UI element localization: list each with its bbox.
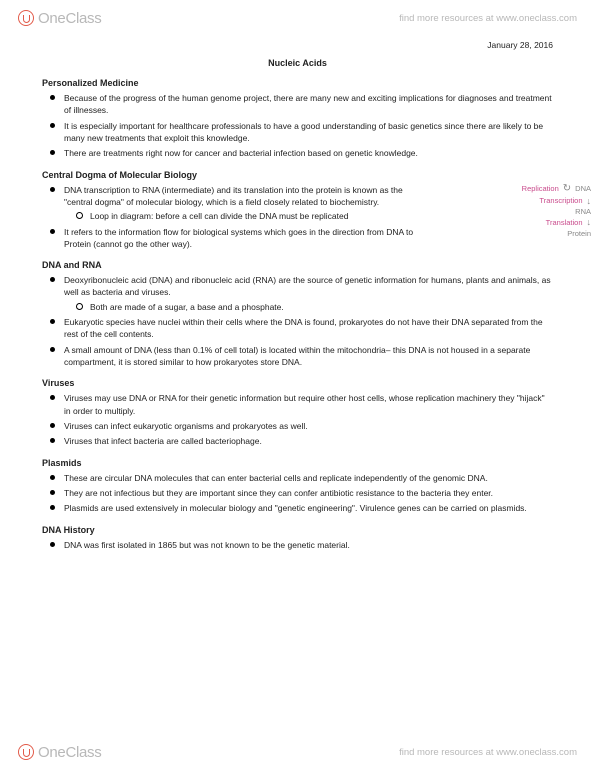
diagram-label-translation: Translation [546,218,583,227]
list-item: Eukaryotic species have nuclei within th… [64,316,553,341]
brand-name-footer: OneClass [38,744,101,761]
arrow-down-icon: ↓ [587,196,592,207]
bullet-list: DNA was first isolated in 1865 but was n… [42,539,553,551]
list-item: Viruses that infect bacteria are called … [64,435,553,447]
brand-logo: OneClass [18,10,101,27]
central-dogma-block: DNA transcription to RNA (intermediate) … [42,184,553,251]
brand-logo-footer: OneClass [18,744,101,761]
list-item: They are not infectious but they are imp… [64,487,553,499]
diagram-node-dna: DNA [575,184,591,193]
list-item: These are circular DNA molecules that ca… [64,472,553,484]
document-body: January 28, 2016 Nucleic Acids Personali… [42,40,553,730]
list-item: Viruses can infect eukaryotic organisms … [64,420,553,432]
loop-icon: ↻ [563,183,571,195]
list-item: Viruses may use DNA or RNA for their gen… [64,392,553,417]
bullet-list: Viruses may use DNA or RNA for their gen… [42,392,553,447]
logo-icon [18,10,34,26]
list-item: Deoxyribonucleic acid (DNA) and ribonucl… [64,274,553,313]
section-heading: DNA and RNA [42,260,553,270]
brand-name: OneClass [38,10,101,27]
section-heading: DNA History [42,525,553,535]
sub-list-item: Both are made of a sugar, a base and a p… [90,301,553,313]
list-item: DNA transcription to RNA (intermediate) … [64,184,432,223]
sub-list: Both are made of a sugar, a base and a p… [64,301,553,313]
section-heading: Plasmids [42,458,553,468]
section-heading: Personalized Medicine [42,78,553,88]
list-item: Because of the progress of the human gen… [64,92,553,117]
bullet-list: These are circular DNA molecules that ca… [42,472,553,515]
list-item: There are treatments right now for cance… [64,147,553,159]
sub-list-item: Loop in diagram: before a cell can divid… [90,210,432,222]
section-heading: Central Dogma of Molecular Biology [42,170,553,180]
sub-list: Loop in diagram: before a cell can divid… [64,210,432,222]
document-date: January 28, 2016 [42,40,553,50]
page-footer: OneClass find more resources at www.onec… [0,738,595,766]
list-item: It is especially important for healthcar… [64,120,553,145]
footer-tagline: find more resources at www.oneclass.com [399,747,577,758]
bullet-list: Deoxyribonucleic acid (DNA) and ribonucl… [42,274,553,368]
arrow-down-icon: ↓ [587,217,592,228]
list-item: It refers to the information flow for bi… [64,226,432,251]
diagram-label-transcription: Transcription [539,196,582,205]
logo-icon [18,744,34,760]
list-item: DNA was first isolated in 1865 but was n… [64,539,553,551]
section-heading: Viruses [42,378,553,388]
list-item: Plasmids are used extensively in molecul… [64,502,553,514]
diagram-label-replication: Replication [522,184,559,193]
document-title: Nucleic Acids [42,58,553,68]
bullet-list: DNA transcription to RNA (intermediate) … [42,184,432,251]
list-item: A small amount of DNA (less than 0.1% of… [64,344,553,369]
diagram-node-rna: RNA [575,207,591,216]
bullet-list: Because of the progress of the human gen… [42,92,553,160]
header-tagline: find more resources at www.oneclass.com [399,13,577,24]
central-dogma-diagram: Replication ↻ DNA Transcription ↓RNA Translat… [491,182,591,240]
diagram-node-protein: Protein [567,229,591,238]
page-header: OneClass find more resources at www.onec… [0,4,595,32]
